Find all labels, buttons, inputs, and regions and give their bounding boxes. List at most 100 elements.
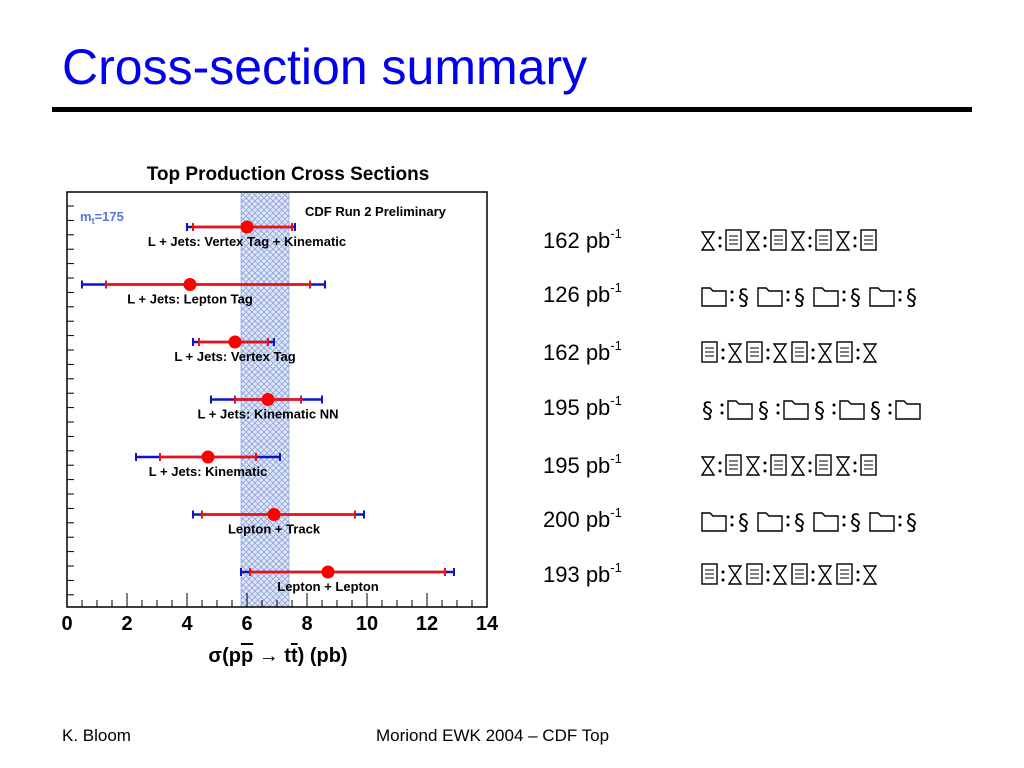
document-lines: [774, 235, 783, 245]
document-symbol: [701, 563, 718, 585]
x-tick-label: 4: [181, 613, 193, 635]
luminosity-exponent: -1: [610, 226, 622, 241]
hourglass-symbol: [700, 456, 716, 476]
dot-symbol: [808, 461, 812, 465]
measurement-label: L + Jets: Vertex Tag: [174, 349, 295, 364]
document-symbol: [815, 229, 832, 251]
section-symbol: §: [870, 399, 881, 424]
garbled-symbols: [700, 229, 877, 251]
folder-symbol: [701, 287, 727, 307]
measurement-label: Lepton + Track: [228, 522, 321, 537]
dot-symbol: [776, 403, 780, 407]
document-symbol: [791, 563, 808, 585]
document-symbol: [701, 341, 718, 363]
folder-symbol: [727, 400, 753, 420]
section-symbol: §: [850, 286, 861, 311]
central-value-marker: [240, 220, 254, 234]
dot-symbol: [856, 578, 860, 582]
dot-symbol: [856, 348, 860, 352]
luminosity-entry: 195 pb-1: [543, 451, 622, 479]
document-lines: [819, 460, 828, 470]
central-value-marker: [183, 278, 197, 291]
luminosity-entry: 162 pb-1: [543, 338, 622, 366]
dot-symbol: [718, 469, 722, 473]
dot-symbol: [786, 298, 790, 302]
dot-symbol: [763, 461, 767, 465]
folder-symbol: [869, 287, 895, 307]
x-tick-label: 12: [416, 613, 438, 635]
luminosity-exponent: -1: [610, 280, 622, 295]
x-tick-label: 2: [121, 613, 132, 635]
dot-symbol: [811, 570, 815, 574]
garbled-symbols: § § § §: [701, 286, 917, 311]
dot-symbol: [808, 244, 812, 248]
chart-title: Top Production Cross Sections: [147, 164, 430, 185]
dot-symbol: [763, 469, 767, 473]
luminosity-value: 126 pb: [543, 282, 611, 307]
measurement-label: L + Jets: Kinematic NN: [197, 407, 338, 422]
mass-value: =175: [95, 209, 124, 224]
document-symbol: [815, 454, 832, 476]
folder-symbol: [895, 400, 921, 420]
luminosity-value: 162 pb: [543, 228, 611, 253]
luminosity-value: 200 pb: [543, 507, 611, 532]
hourglass-symbol: [790, 231, 806, 251]
dot-symbol: [786, 515, 790, 519]
document-lines: [819, 235, 828, 245]
measurements-group: L + Jets: Vertex Tag + Kinematic L + Jets…: [81, 220, 455, 594]
dot-symbol: [766, 348, 770, 352]
luminosity-exponent: -1: [610, 338, 622, 353]
footer-author: K. Bloom: [62, 726, 131, 745]
dot-symbol: [853, 236, 857, 240]
dot-symbol: [718, 236, 722, 240]
dot-symbol: [720, 403, 724, 407]
x-tick-labels: 0 2 4 6 8 10 12 14: [61, 613, 499, 635]
luminosity-entry: 200 pb-1: [543, 505, 622, 533]
measurement-row: L + Jets: Vertex Tag + Kinematic: [148, 220, 346, 249]
luminosity-entry: 195 pb-1: [543, 393, 622, 421]
section-symbol: §: [702, 399, 713, 424]
top-mass-label: mt=175: [80, 209, 124, 226]
dot-symbol: [786, 290, 790, 294]
x-tick-label: 10: [356, 613, 378, 635]
dot-symbol: [730, 290, 734, 294]
garbled-symbols: [701, 563, 878, 585]
dot-symbol: [832, 411, 836, 415]
hourglass-symbol: [862, 343, 878, 363]
hourglass-symbol: [745, 231, 761, 251]
dot-symbol: [721, 348, 725, 352]
measurement-row: Lepton + Track: [192, 508, 365, 537]
hourglass-symbol: [727, 565, 743, 585]
dot-symbol: [856, 570, 860, 574]
document-lines: [750, 347, 759, 357]
measurement-label: L + Jets: Kinematic: [149, 464, 268, 479]
x-axis-label: σ(pp → tt) (pb): [208, 645, 347, 667]
document-symbol: [860, 229, 877, 251]
dot-symbol: [898, 290, 902, 294]
dot-symbol: [898, 515, 902, 519]
document-symbol: [860, 454, 877, 476]
dot-symbol: [721, 356, 725, 360]
hourglass-symbol: [817, 565, 833, 585]
central-value-marker: [267, 508, 281, 521]
dot-symbol: [808, 236, 812, 240]
section-symbol: §: [814, 399, 825, 424]
dot-symbol: [766, 578, 770, 582]
luminosity-entry: 126 pb-1: [543, 280, 622, 308]
dot-symbol: [856, 356, 860, 360]
luminosity-value: 193 pb: [543, 562, 611, 587]
dot-symbol: [786, 523, 790, 527]
dot-symbol: [853, 461, 857, 465]
x-tick-label: 8: [301, 613, 312, 635]
folder-symbol: [757, 512, 783, 532]
hourglass-symbol: [835, 231, 851, 251]
measurement-row: L + Jets: Lepton Tag: [81, 278, 326, 307]
central-value-marker: [201, 450, 215, 464]
document-symbol: [746, 341, 763, 363]
folder-symbol: [783, 400, 809, 420]
dot-symbol: [721, 578, 725, 582]
measurement-label: L + Jets: Vertex Tag + Kinematic: [148, 234, 346, 249]
folder-symbol: [813, 512, 839, 532]
document-lines: [705, 347, 714, 357]
x-tick-label: 6: [241, 613, 252, 635]
